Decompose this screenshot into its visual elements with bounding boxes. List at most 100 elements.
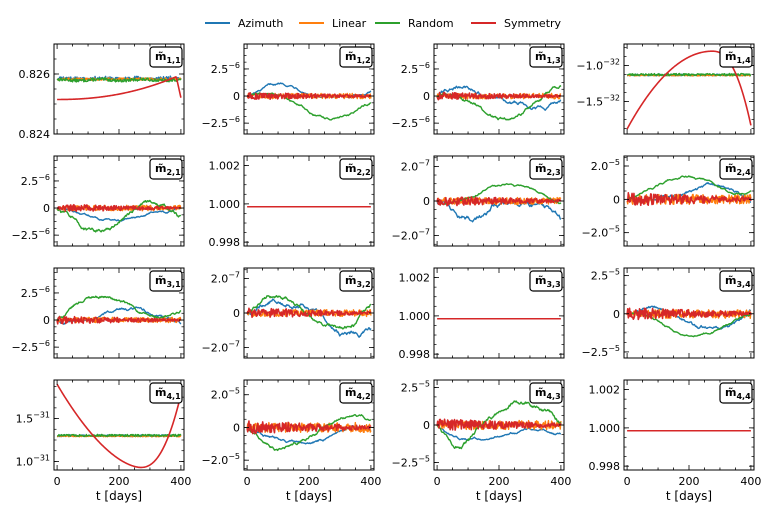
series-group bbox=[56, 295, 182, 325]
panel-m31: −2.5−6 0 2.5−6 m̃3,1 bbox=[11, 267, 185, 359]
x-tick-label: 0 bbox=[434, 475, 441, 488]
series-symmetry-line bbox=[246, 92, 372, 101]
panel-label-box bbox=[339, 158, 373, 180]
series-symmetry-line bbox=[246, 420, 372, 435]
series-symmetry-line bbox=[436, 91, 562, 101]
y-tick-label: 2.5−6 bbox=[21, 285, 50, 300]
x-axis-labels: t [days] t [days] t [days] t [days] bbox=[96, 489, 712, 503]
panel-label: m̃3,2 bbox=[345, 274, 371, 289]
y-tick-label: −2.5−6 bbox=[11, 339, 50, 354]
y-tick-label: 0 bbox=[423, 195, 430, 208]
panel-m41: 0 200 400 1.0−31 1.5−31 m̃4,1 bbox=[16, 379, 191, 488]
panel-m32: −2.0−7 0 2.0−7 m̃3,2 bbox=[201, 267, 375, 359]
x-axis-label: t [days] bbox=[96, 489, 142, 503]
panel-label: m̃3,4 bbox=[725, 274, 751, 289]
y-tick-label: −2.0−5 bbox=[201, 452, 240, 467]
x-tick-label: 0 bbox=[244, 475, 251, 488]
series-random-line bbox=[436, 85, 562, 121]
x-tick-label: 400 bbox=[740, 475, 761, 488]
y-tick-label: −1.5−32 bbox=[576, 94, 620, 109]
panel-label-box bbox=[149, 382, 183, 404]
legend: Azimuth Linear Random Symmetry bbox=[205, 17, 562, 30]
series-group bbox=[626, 175, 752, 207]
x-tick-label: 400 bbox=[360, 475, 381, 488]
y-tick-label: −2.5−5 bbox=[391, 455, 430, 470]
series-group bbox=[436, 85, 562, 121]
panel-label-box bbox=[149, 158, 183, 180]
y-tick-label: 2.5−5 bbox=[401, 380, 430, 395]
panel-label: m̃2,1 bbox=[155, 162, 181, 177]
panel-m12: −2.5−6 0 2.5−6 m̃1,2 bbox=[201, 43, 375, 135]
y-tick-label: 2.5−6 bbox=[401, 61, 430, 76]
series-symmetry-line bbox=[626, 307, 752, 321]
x-tick-label: 200 bbox=[489, 475, 510, 488]
x-tick-label: 400 bbox=[170, 475, 191, 488]
panel-label: m̃2,4 bbox=[725, 162, 751, 177]
y-tick-label: 0.998 bbox=[589, 460, 621, 473]
legend-label-linear: Linear bbox=[332, 17, 367, 30]
y-tick-label: 2.5−6 bbox=[21, 173, 50, 188]
series-azimuth-line bbox=[246, 298, 372, 338]
panel-label: m̃4,1 bbox=[155, 386, 181, 401]
panel-label: m̃4,2 bbox=[345, 386, 371, 401]
panel-m22: 0.998 1.000 1.002 m̃2,2 bbox=[209, 155, 375, 249]
legend-label-random: Random bbox=[408, 17, 454, 30]
panel-label-box bbox=[149, 270, 183, 292]
y-tick-label: 2.0−5 bbox=[591, 158, 620, 173]
panel-label: m̃1,2 bbox=[345, 50, 371, 65]
series-random-line bbox=[246, 413, 372, 452]
panel-m21: −2.5−6 0 2.5−6 m̃2,1 bbox=[11, 155, 185, 247]
x-axis-label: t [days] bbox=[476, 489, 522, 503]
y-tick-label: −2.5−6 bbox=[11, 227, 50, 242]
series-linear-line bbox=[56, 77, 182, 81]
panel-label-box bbox=[719, 382, 753, 404]
panel-label-box bbox=[719, 46, 753, 68]
panel-grid: 0.824 0.826 m̃1,1 −2.5−6 0 2.5−6 m̃1,2 −2.5−6 0 2… bbox=[11, 43, 761, 488]
panel-label: m̃4,3 bbox=[535, 386, 561, 401]
y-tick-label: −2.0−7 bbox=[391, 228, 430, 243]
legend-label-azimuth: Azimuth bbox=[238, 17, 283, 30]
panel-m44: 0 200 400 0.998 1.000 1.002 m̃4,4 bbox=[589, 379, 761, 488]
y-tick-label: 1.002 bbox=[399, 272, 431, 285]
series-random-line bbox=[57, 433, 182, 438]
x-axis-label: t [days] bbox=[286, 489, 332, 503]
panel-label: m̃2,2 bbox=[345, 162, 371, 177]
panel-label: m̃2,3 bbox=[535, 162, 561, 177]
panel-label: m̃1,1 bbox=[155, 50, 181, 65]
y-tick-label: 0 bbox=[423, 90, 430, 103]
panel-label-box bbox=[719, 270, 753, 292]
y-tick-label: 1.000 bbox=[209, 198, 241, 211]
series-random-line bbox=[626, 175, 752, 201]
panel-label-box bbox=[149, 46, 183, 68]
panel-m14: −1.5−32 −1.0−32 m̃1,4 bbox=[576, 43, 755, 135]
y-tick-label: 2.5−5 bbox=[591, 268, 620, 283]
panel-m33: 0.998 1.000 1.002 m̃3,3 bbox=[399, 267, 565, 361]
y-tick-label: 0 bbox=[613, 193, 620, 206]
panel-m43: 0 200 400 −2.5−5 0 2.5−5 m̃4,3 bbox=[391, 379, 571, 488]
y-tick-label: 1.002 bbox=[209, 160, 241, 173]
panel-label: m̃3,1 bbox=[155, 274, 181, 289]
x-tick-label: 400 bbox=[550, 475, 571, 488]
series-random-line bbox=[246, 92, 371, 121]
y-tick-label: 1.000 bbox=[589, 422, 621, 435]
y-tick-label: −2.5−6 bbox=[201, 115, 240, 130]
y-tick-label: 2.0−5 bbox=[211, 387, 240, 402]
panel-m42: 0 200 400 −2.0−5 0 2.0−5 m̃4,2 bbox=[201, 379, 381, 488]
y-tick-label: −2.5−6 bbox=[391, 115, 430, 130]
series-symmetry-line bbox=[56, 315, 182, 325]
series-random-line bbox=[626, 72, 752, 77]
y-tick-label: −2.0−5 bbox=[581, 225, 620, 240]
series-symmetry-line bbox=[56, 383, 182, 469]
series-group bbox=[436, 182, 562, 223]
series-random-line bbox=[56, 77, 182, 83]
panel-label-box bbox=[529, 270, 563, 292]
panel-label-box bbox=[529, 158, 563, 180]
panel-label-box bbox=[339, 270, 373, 292]
y-tick-label: −1.0−32 bbox=[576, 58, 620, 73]
panel-m13: −2.5−6 0 2.5−6 m̃1,3 bbox=[391, 43, 565, 135]
series-group bbox=[246, 413, 372, 452]
panel-label: m̃1,3 bbox=[535, 50, 561, 65]
series-random-line bbox=[56, 199, 182, 233]
x-tick-label: 0 bbox=[54, 475, 61, 488]
x-tick-label: 200 bbox=[109, 475, 130, 488]
